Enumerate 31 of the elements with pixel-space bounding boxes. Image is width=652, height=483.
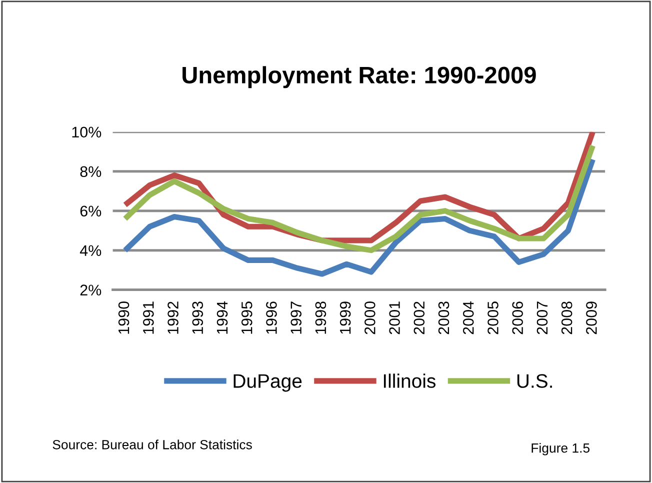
x-tick-label: 1994 xyxy=(216,301,228,334)
y-tick-label: 10% xyxy=(72,126,102,138)
caption: Figure 1.5 xyxy=(532,443,590,456)
x-tick-label: 2003 xyxy=(438,302,450,334)
chart-title: Unemployment Rate: 1990-2009 xyxy=(182,66,536,88)
x-tick-label: 1990 xyxy=(118,302,130,334)
legend-label: Illinois xyxy=(384,374,436,388)
y-tick-label: 6% xyxy=(80,206,102,217)
x-tick-label: 1995 xyxy=(241,302,252,334)
x-tick-label: 2004 xyxy=(462,301,474,334)
source-note: Source: Bureau of Labor Statistics xyxy=(52,440,252,450)
y-tick-label: 2% xyxy=(80,284,102,296)
x-tick-label: 2005 xyxy=(488,302,498,334)
x-tick-label: 1993 xyxy=(192,302,204,334)
x-tick-label: 1998 xyxy=(315,302,326,334)
x-tick-label: 2006 xyxy=(512,302,524,334)
x-tick-label: 2001 xyxy=(389,302,400,334)
x-tick-label: 2009 xyxy=(586,302,597,334)
x-tick-label: 1992 xyxy=(168,302,178,334)
x-tick-label: 1991 xyxy=(143,302,154,334)
x-tick-label: 1997 xyxy=(290,302,302,334)
x-tick-label: 2007 xyxy=(536,302,548,334)
x-tick-label: 1999 xyxy=(340,302,351,334)
x-tick-label: 1996 xyxy=(266,302,277,334)
legend-label: DuPage xyxy=(234,374,302,392)
x-tick-label: 2000 xyxy=(364,302,376,334)
y-tick-label: 4% xyxy=(80,245,102,256)
x-tick-label: 2002 xyxy=(414,302,425,334)
x-tick-label: 2008 xyxy=(561,302,572,334)
legend-label: U.S. xyxy=(517,374,552,388)
y-tick-label: 8% xyxy=(80,166,102,178)
